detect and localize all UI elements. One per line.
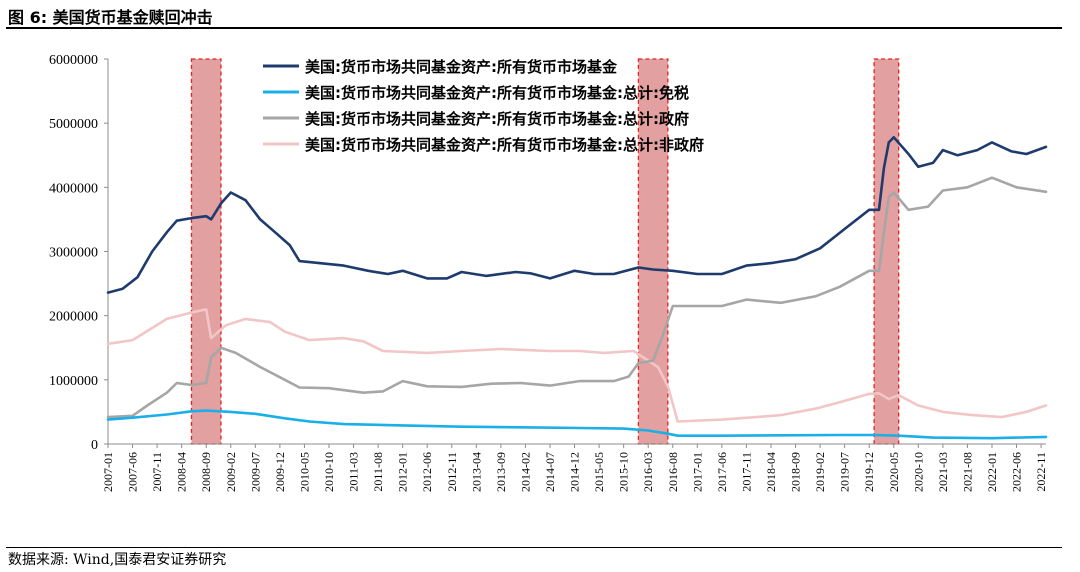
top-rule [6,27,1062,29]
x-tick-label: 2015-05 [592,452,606,492]
x-tick-label: 2021-08 [960,452,974,492]
chart: 0 1000000 2000000 3000000 4000000 5000000 6000… [49,53,1048,492]
x-tick-label: 2021-03 [936,452,950,492]
y-tick-label: 0 [91,438,98,453]
series-line [106,409,1048,440]
x-tick-label: 2019-12 [862,452,876,492]
x-tick-label: 2017-11 [739,452,753,492]
shaded-periods [190,58,900,445]
x-tick-label: 2019-07 [838,452,852,492]
x-tick-label: 2013-04 [469,452,483,492]
x-tick-label: 2010-05 [297,452,311,492]
y-tick-label: 4000000 [49,181,98,196]
legend-label: 美国:货币市场共同基金资产:所有货币市场基金:总计:非政府 [305,136,704,154]
x-tick-label: 2012-11 [445,452,459,492]
x-tick-label: 2022-06 [1010,452,1024,492]
series-line [106,176,1048,419]
figure-title: 图 6: 美国货币基金赎回冲击 [8,8,213,27]
y-tick-label: 6000000 [49,53,98,68]
x-tick-label: 2011-08 [371,452,385,492]
shaded-period [637,58,669,445]
legend-label: 美国:货币市场共同基金资产:所有货币市场基金 [305,58,618,76]
x-tick-label: 2018-09 [789,452,803,492]
x-tick-label: 2007-06 [126,452,140,492]
x-tick-label: 2007-01 [101,452,115,492]
x-tick-label: 2009-12 [273,452,287,492]
legend-label: 美国:货币市场共同基金资产:所有货币市场基金:总计:政府 [305,110,689,128]
x-tick-label: 2020-10 [911,452,925,492]
x-tick-label: 2022-01 [985,452,999,492]
shaded-period [190,58,222,445]
x-tick-label: 2017-01 [690,452,704,492]
x-tick-label: 2022-11 [1034,452,1048,492]
x-tick-label: 2018-04 [764,452,778,492]
x-tick-label: 2019-02 [813,452,827,492]
x-tick-label: 2008-04 [175,452,189,492]
x-tick-label: 2010-10 [322,452,336,492]
x-tick-label: 2016-08 [666,452,680,492]
axes: 0 1000000 2000000 3000000 4000000 5000000 6000… [49,53,1048,492]
x-tick-label: 2009-07 [248,452,262,492]
series-line [106,136,1048,294]
legend: 美国:货币市场共同基金资产:所有货币市场基金美国:货币市场共同基金资产:所有货币… [263,58,704,154]
series-line [106,308,1048,423]
x-tick-label: 2009-02 [224,452,238,492]
y-tick-label: 1000000 [49,374,98,389]
bottom-rule [6,547,1062,548]
x-tick-label: 2016-03 [641,452,655,492]
x-tick-label: 2011-03 [347,452,361,492]
x-tick-label: 2015-10 [617,452,631,492]
source-note: 数据来源: Wind,国泰君安证券研究 [8,552,227,568]
y-tick-label: 5000000 [49,117,98,132]
series-lines [106,136,1048,440]
x-tick-label: 2020-05 [887,452,901,492]
x-tick-label: 2014-07 [543,452,557,492]
x-tick-label: 2012-01 [396,452,410,492]
x-tick-label: 2008-09 [199,452,213,492]
shaded-period [873,58,900,445]
y-tick-label: 2000000 [49,310,98,325]
y-tick-label: 3000000 [49,246,98,261]
x-tick-label: 2013-09 [494,452,508,492]
x-tick-label: 2017-06 [715,452,729,492]
x-tick-label: 2012-06 [420,452,434,492]
x-tick-label: 2014-02 [518,452,532,492]
legend-label: 美国:货币市场共同基金资产:所有货币市场基金:总计:免税 [305,84,689,102]
x-tick-label: 2007-11 [150,452,164,492]
x-tick-label: 2014-12 [568,452,582,492]
